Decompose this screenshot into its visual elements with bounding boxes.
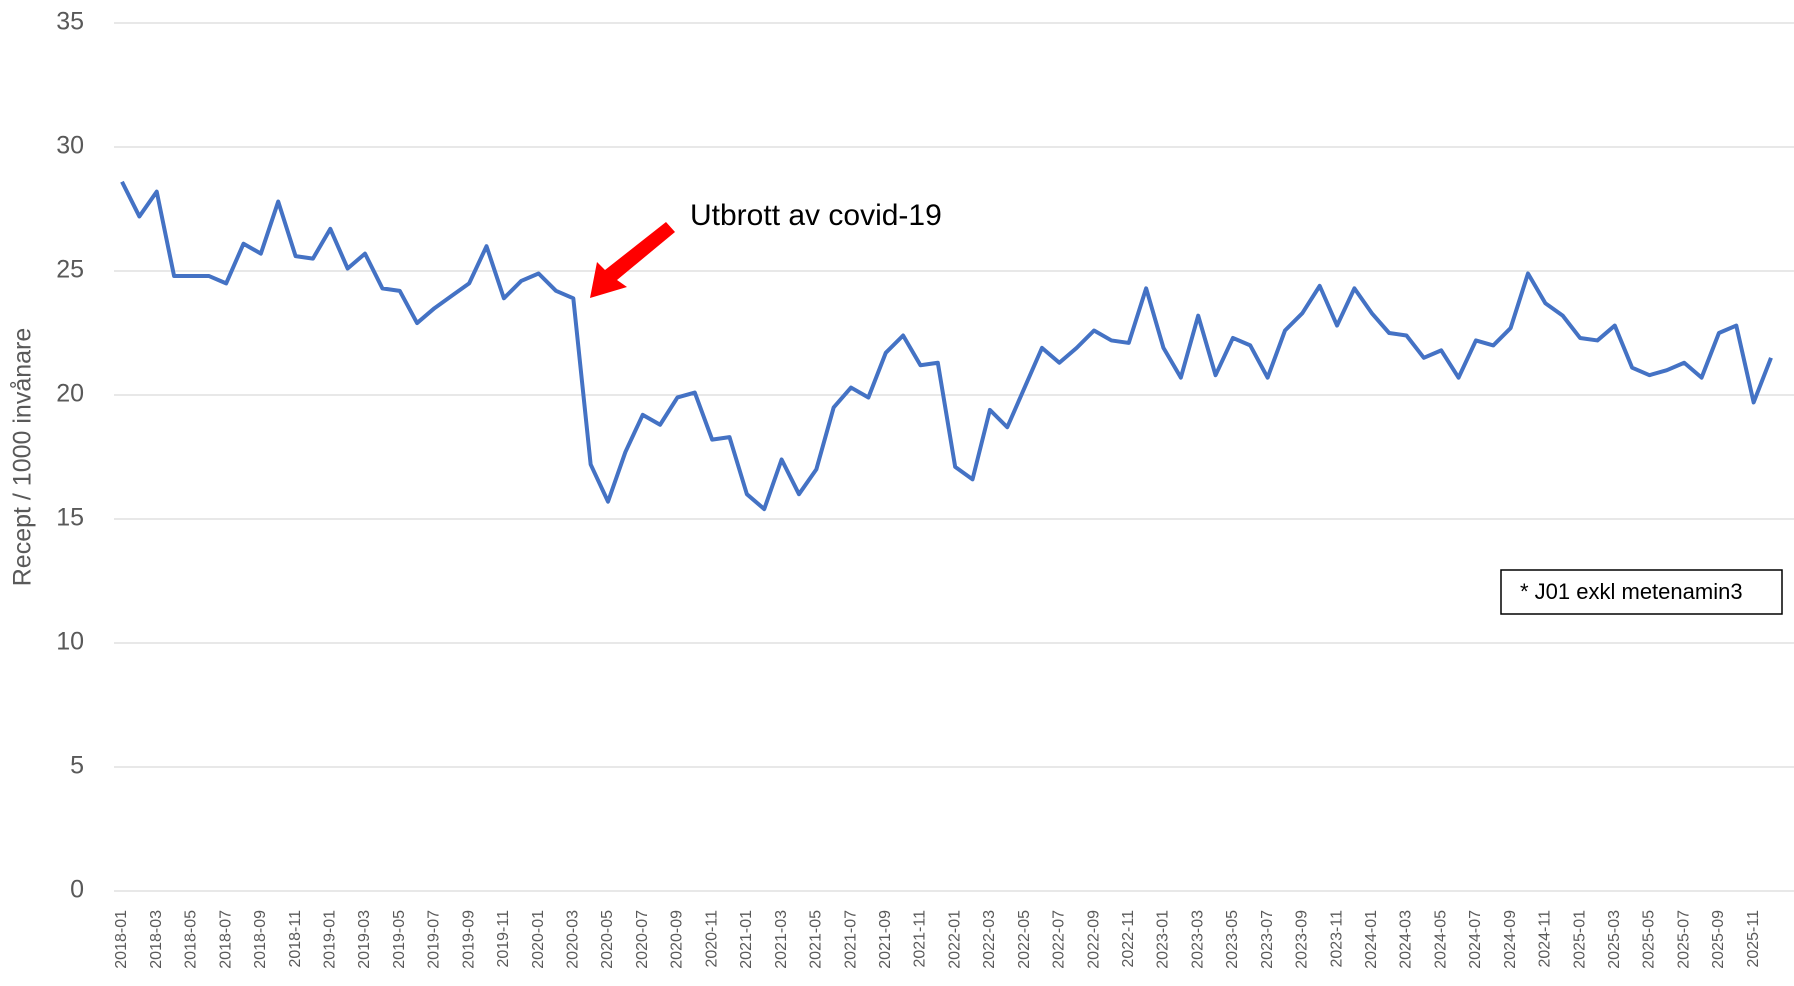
x-tick-label: 2025-01 xyxy=(1571,910,1588,969)
annotation-arrow xyxy=(590,222,675,298)
x-tick-label: 2019-07 xyxy=(426,910,443,969)
x-tick-label: 2021-07 xyxy=(842,910,859,969)
x-tick-label: 2022-07 xyxy=(1051,910,1068,969)
y-tick-label: 10 xyxy=(56,628,84,656)
y-tick-label: 25 xyxy=(56,256,84,284)
x-tick-label: 2020-05 xyxy=(599,910,616,969)
x-tick-label: 2024-03 xyxy=(1398,910,1415,969)
x-tick-label: 2021-11 xyxy=(912,910,929,968)
x-tick-label: 2019-09 xyxy=(460,910,477,969)
x-tick-label: 2021-03 xyxy=(773,910,790,969)
x-tick-label: 2023-09 xyxy=(1294,910,1311,969)
x-tick-label: 2021-09 xyxy=(877,910,894,969)
x-tick-label: 2022-11 xyxy=(1120,910,1137,968)
x-tick-label: 2020-11 xyxy=(703,910,720,968)
x-tick-label: 2022-01 xyxy=(946,910,963,969)
x-tick-label: 2020-03 xyxy=(565,910,582,969)
x-tick-label: 2022-03 xyxy=(981,910,998,969)
x-tick-label: 2019-11 xyxy=(495,910,512,968)
x-tick-label: 2019-01 xyxy=(322,910,339,969)
x-tick-label: 2018-05 xyxy=(183,910,200,969)
y-tick-label: 35 xyxy=(56,8,84,36)
x-tick-label: 2024-07 xyxy=(1467,910,1484,969)
x-tick-label: 2025-09 xyxy=(1710,910,1727,969)
x-tick-label: 2025-07 xyxy=(1675,910,1692,969)
y-tick-label: 0 xyxy=(70,876,84,904)
x-tick-label: 2023-01 xyxy=(1155,910,1172,969)
x-tick-label: 2025-11 xyxy=(1745,910,1762,968)
annotation: Utbrott av covid-19 xyxy=(690,199,942,232)
y-tick-label: 30 xyxy=(56,132,84,160)
x-tick-label: 2025-05 xyxy=(1641,910,1658,969)
y-axis-label: Recept / 1000 invånare xyxy=(9,328,37,587)
x-tick-label: 2018-01 xyxy=(113,910,130,969)
x-tick-label: 2018-11 xyxy=(287,910,304,968)
y-tick-label: 15 xyxy=(56,504,84,532)
x-tick-label: 2018-07 xyxy=(217,910,234,969)
x-tick-label: 2024-11 xyxy=(1537,910,1554,968)
x-tick-label: 2023-03 xyxy=(1189,910,1206,969)
x-tick-label: 2022-05 xyxy=(1016,910,1033,969)
x-tick-label: 2020-07 xyxy=(634,910,651,969)
y-tick-label: 20 xyxy=(56,380,84,408)
data-line xyxy=(120,180,1773,512)
note: * J01 exkl metenamin3 xyxy=(1520,579,1743,604)
x-tick-label: 2024-09 xyxy=(1502,910,1519,969)
x-tick-label: 2023-11 xyxy=(1328,910,1345,968)
y-tick-label: 5 xyxy=(70,752,84,780)
x-tick-label: 2018-09 xyxy=(252,910,269,969)
note-box xyxy=(1500,569,1783,615)
x-tick-label: 2018-03 xyxy=(148,910,165,969)
x-tick-label: 2021-01 xyxy=(738,910,755,969)
x-tick-label: 2023-05 xyxy=(1224,910,1241,969)
x-tick-label: 2024-05 xyxy=(1432,910,1449,969)
x-tick-label: 2019-03 xyxy=(356,910,373,969)
x-tick-label: 2024-01 xyxy=(1363,910,1380,969)
x-tick-label: 2020-01 xyxy=(530,910,547,969)
x-tick-label: 2025-03 xyxy=(1606,910,1623,969)
x-tick-label: 2021-05 xyxy=(808,910,825,969)
x-tick-label: 2020-09 xyxy=(669,910,686,969)
x-tick-label: 2023-07 xyxy=(1259,910,1276,969)
x-tick-label: 2019-05 xyxy=(391,910,408,969)
x-tick-label: 2022-09 xyxy=(1085,910,1102,969)
